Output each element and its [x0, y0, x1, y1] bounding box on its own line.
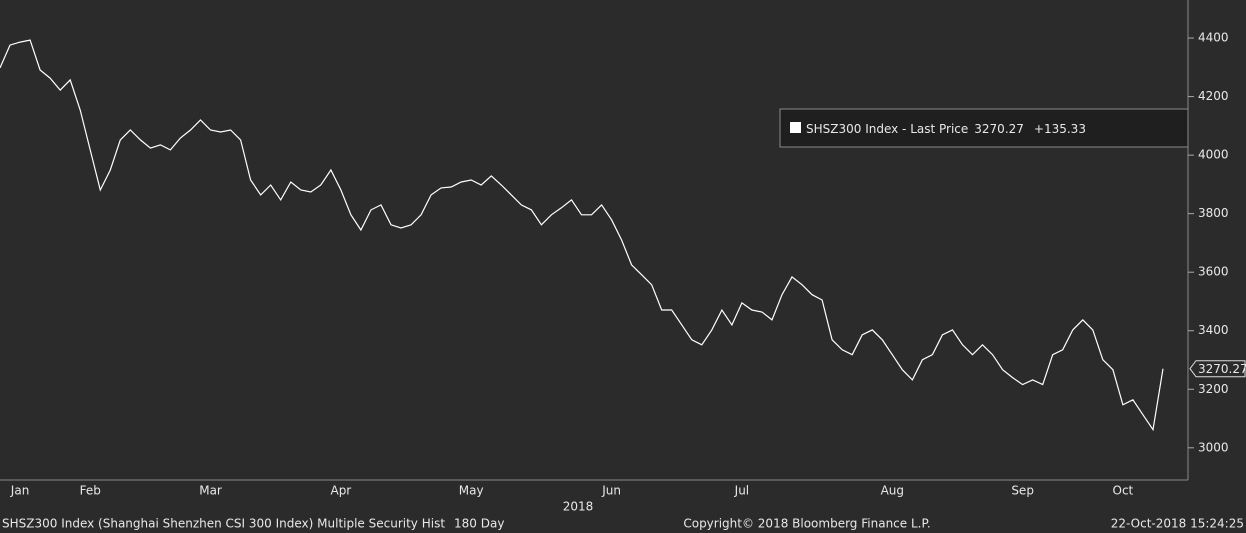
x-tick-label: May — [459, 484, 484, 498]
legend: SHSZ300 Index - Last Price 3270.27 +135.33 — [779, 108, 1189, 148]
legend-swatch — [790, 122, 801, 133]
x-tick-label: Mar — [199, 484, 222, 498]
y-tick-label: 3200 — [1198, 382, 1229, 396]
footer-copyright: Copyright© 2018 Bloomberg Finance L.P. — [683, 517, 930, 531]
x-axis-label: 2018 — [563, 500, 594, 514]
last-value-label: 3270.27 — [1198, 362, 1246, 376]
legend-box — [779, 108, 1189, 148]
footer-security: SHSZ300 Index (Shanghai Shenzhen CSI 300… — [2, 517, 445, 531]
legend-change: +135.33 — [1034, 122, 1086, 136]
footer-timestamp: 22-Oct-2018 15:24:25 — [1111, 517, 1244, 531]
y-tick-label: 4000 — [1198, 148, 1229, 162]
x-tick-label: Jun — [601, 484, 621, 498]
legend-series-name: SHSZ300 Index - Last Price — [806, 122, 968, 136]
last-value-tag — [1189, 360, 1246, 378]
y-tick-label: 3800 — [1198, 206, 1229, 220]
y-tick-label: 3400 — [1198, 323, 1229, 337]
y-tick-label: 3600 — [1198, 265, 1229, 279]
price-line — [0, 39, 1164, 432]
x-tick-label: Apr — [330, 484, 351, 498]
x-tick-label: Jul — [734, 484, 749, 498]
x-tick-label: Feb — [80, 484, 101, 498]
y-tick-label: 3000 — [1198, 440, 1229, 454]
x-tick-label: Sep — [1011, 484, 1034, 498]
x-tick-label: Oct — [1113, 484, 1134, 498]
legend-text: SHSZ300 Index - Last Price 3270.27 +135.33 — [806, 122, 1086, 136]
y-tick-label: 4200 — [1198, 89, 1229, 103]
legend-last-price: 3270.27 — [974, 122, 1024, 136]
x-tick-label: Aug — [881, 484, 904, 498]
y-tick-label: 4400 — [1198, 31, 1229, 45]
footer-period: 180 Day — [454, 517, 504, 531]
x-tick-label: Jan — [10, 484, 30, 498]
